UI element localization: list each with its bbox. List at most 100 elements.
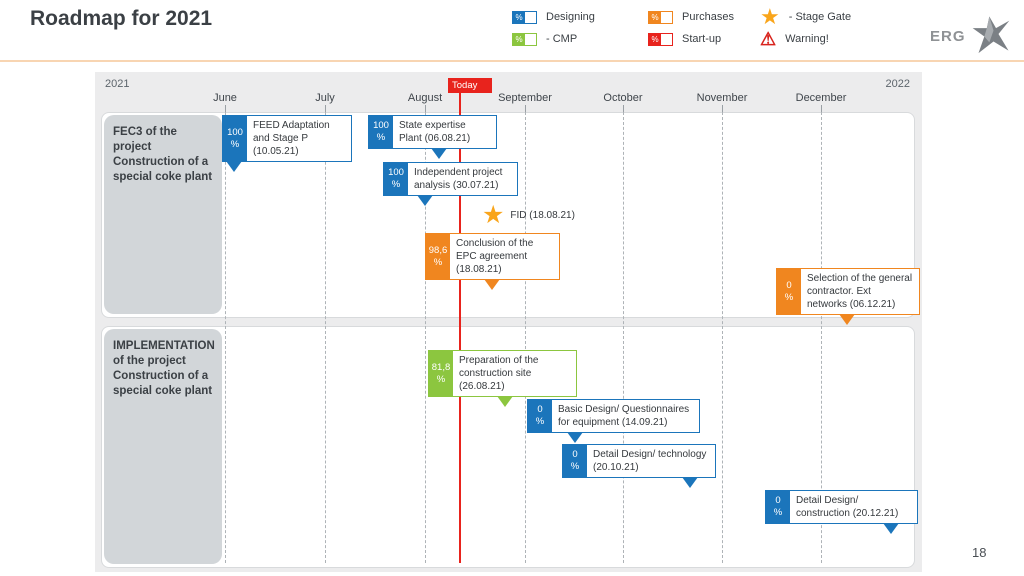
percent-sign: %	[436, 373, 446, 385]
percent-value: 100	[227, 126, 243, 138]
month-tick	[821, 105, 822, 112]
milestone-5: 0% Selection of the general contractor. E…	[776, 268, 920, 325]
milestone-pointer-icon	[417, 195, 433, 206]
milestone-percent-badge: 100%	[384, 163, 408, 195]
milestone-4: 98,6% Conclusion of the EPC agreement (18…	[425, 233, 560, 290]
milestone-text: FEED Adaptation and Stage P (10.05.21)	[253, 120, 330, 157]
page-title: Roadmap for 2021	[30, 7, 213, 30]
month-label-november: November	[696, 92, 748, 104]
legend-item-startup: % Start-up	[648, 32, 760, 46]
legend-swatch-designing: %	[512, 10, 537, 24]
swimlane-1-label: FEC3 of the project Construction of a sp…	[104, 115, 222, 314]
legend-label-designing: Designing	[546, 11, 595, 23]
year-end-label: 2022	[885, 78, 910, 90]
percent-value: 100	[388, 167, 404, 179]
milestone-pointer-icon	[567, 432, 583, 443]
legend-label-stage-gate: - Stage Gate	[788, 11, 852, 23]
milestone-pointer-icon	[883, 523, 899, 534]
percent-sign: %	[391, 179, 401, 190]
month-label-september: September	[498, 92, 552, 104]
month-gridline	[821, 112, 822, 563]
milestone-text: State expertise Plant (06.08.21)	[399, 120, 471, 144]
percent-icon: %	[649, 33, 661, 45]
month-gridline	[425, 112, 426, 563]
percent-sign: %	[570, 461, 580, 472]
milestone-text: Detail Design/ construction (20.12.21)	[796, 495, 899, 519]
percent-sign: %	[535, 416, 545, 427]
month-label-july: July	[315, 92, 335, 104]
milestone-percent-badge: 100%	[369, 116, 393, 148]
today-marker: Today	[448, 78, 492, 93]
month-gridline	[325, 112, 326, 563]
month-tick	[425, 105, 426, 112]
percent-value: 81,8	[431, 361, 451, 373]
header-divider	[0, 60, 1024, 62]
stage-gate-milestone: ★ FID (18.08.21)	[482, 201, 575, 229]
percent-icon: %	[513, 33, 525, 45]
percent-sign: %	[376, 132, 386, 143]
month-label-june: June	[213, 92, 237, 104]
warning-icon: ⚠	[760, 29, 777, 49]
percent-icon: %	[649, 11, 661, 23]
month-gridline	[722, 112, 723, 563]
month-gridline	[225, 112, 226, 563]
percent-value: 0	[775, 495, 781, 507]
milestone-text: Selection of the general contractor. Ext…	[807, 273, 913, 310]
milestone-text: Basic Design/ Questionnaires for equipme…	[558, 404, 690, 428]
legend-label-startup: Start-up	[682, 33, 722, 45]
legend-item-purchases: % Purchases	[648, 10, 760, 24]
milestone-2: 100% State expertise Plant (06.08.21)	[368, 115, 497, 159]
milestone-9: 0% Detail Design/ construction (20.12.21)	[765, 490, 918, 534]
year-start-label: 2021	[105, 78, 130, 90]
percent-sign: %	[784, 291, 794, 303]
percent-value: 0	[537, 404, 543, 416]
milestone-1: 100% FEED Adaptation and Stage P (10.05.2…	[222, 115, 352, 172]
month-tick	[525, 105, 526, 112]
today-line	[459, 92, 461, 563]
percent-value: 98,6	[428, 244, 448, 256]
milestone-text: Independent project analysis (30.07.21)	[414, 167, 503, 191]
milestone-pointer-icon	[484, 279, 500, 290]
milestone-pointer-icon	[839, 314, 855, 325]
month-label-december: December	[795, 92, 847, 104]
month-tick	[325, 105, 326, 112]
milestone-text: Preparation of the construction site (26…	[459, 355, 539, 392]
month-tick	[722, 105, 723, 112]
milestone-8: 0% Detail Design/ technology (20.10.21)	[562, 444, 716, 488]
milestone-percent-badge: 81,8%	[429, 351, 453, 396]
legend-label-warning: Warning!	[785, 33, 829, 45]
legend-item-designing: % Designing	[512, 10, 648, 24]
month-label-october: October	[603, 92, 643, 104]
legend-swatch-purchases: %	[648, 10, 673, 24]
legend-label-cmp: - CMP	[546, 33, 578, 45]
legend-item-warning: ⚠ Warning!	[760, 29, 880, 49]
percent-sign: %	[773, 507, 783, 518]
percent-value: 0	[572, 449, 578, 461]
percent-sign: %	[433, 256, 443, 268]
milestone-percent-badge: 0%	[528, 400, 552, 432]
milestone-7: 0% Basic Design/ Questionnaires for equip…	[527, 399, 700, 443]
page-number: 18	[972, 545, 987, 560]
percent-value: 100	[373, 120, 389, 132]
milestone-pointer-icon	[682, 477, 698, 488]
legend: % Designing % Purchases ★ - Stage Gate% - CMP%…	[512, 6, 880, 50]
erg-logo: ERG	[930, 14, 1012, 59]
percent-value: 0	[786, 279, 792, 291]
roadmap-chart: 2021 2022 FEC3 of the project Constructi…	[95, 72, 922, 572]
milestone-3: 100% Independent project analysis (30.07.…	[383, 162, 518, 206]
milestone-text: Conclusion of the EPC agreement (18.08.2…	[456, 238, 534, 275]
month-label-august: August	[407, 92, 443, 104]
milestone-percent-badge: 0%	[766, 491, 790, 523]
legend-item-stage-gate: ★ - Stage Gate	[760, 6, 880, 28]
milestone-text: Detail Design/ technology (20.10.21)	[593, 449, 707, 473]
stage-gate-label: FID (18.08.21)	[510, 209, 575, 221]
erg-logo-text: ERG	[930, 28, 966, 45]
milestone-6: 81,8% Preparation of the construction sit…	[428, 350, 577, 407]
legend-swatch-startup: %	[648, 32, 673, 46]
milestone-percent-badge: 0%	[563, 445, 587, 477]
stage-gate-star-icon: ★	[482, 201, 505, 229]
percent-icon: %	[513, 11, 525, 23]
milestone-percent-badge: 0%	[777, 269, 801, 314]
milestone-pointer-icon	[226, 161, 242, 172]
month-gridline	[623, 112, 624, 563]
